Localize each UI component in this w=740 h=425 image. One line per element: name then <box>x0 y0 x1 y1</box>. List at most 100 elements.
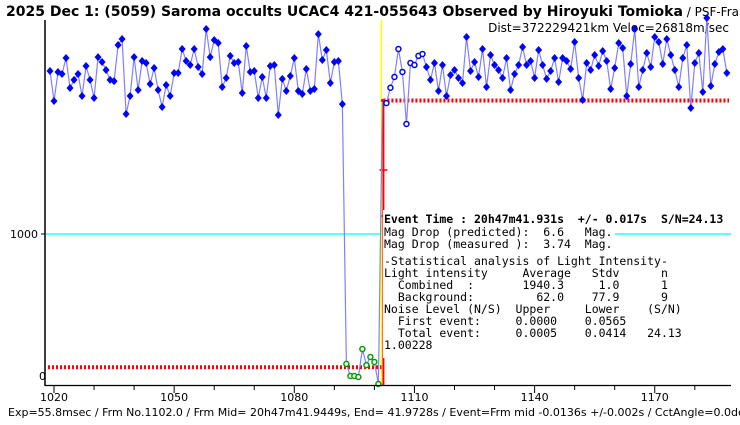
data-point <box>611 64 619 73</box>
data-point <box>451 65 459 74</box>
data-point <box>687 104 695 113</box>
data-point <box>719 44 727 53</box>
data-point <box>591 50 599 59</box>
data-point <box>434 87 442 96</box>
noise-first-event-row: First event: 0.0000 0.0565 <box>384 314 626 328</box>
data-point <box>74 69 82 78</box>
stats-heading: -Statistical analysis of Light Intensity… <box>384 254 668 268</box>
stats-background-row: Background: 62.0 77.9 9 <box>384 290 668 304</box>
data-point <box>459 79 467 88</box>
data-point <box>691 59 699 68</box>
data-point <box>463 33 471 42</box>
data-point <box>202 24 210 33</box>
data-point <box>455 73 463 82</box>
y-tick-label-0: 0 <box>39 370 46 383</box>
data-point <box>567 64 575 73</box>
data-point <box>254 93 262 102</box>
data-point <box>499 73 507 82</box>
data-point <box>98 58 106 67</box>
background-data-point <box>363 361 370 369</box>
data-point <box>615 39 623 48</box>
data-point <box>623 91 631 100</box>
data-point <box>631 24 639 33</box>
data-point <box>298 89 306 98</box>
event-data-point <box>380 99 384 103</box>
data-point <box>170 68 178 77</box>
data-point <box>679 54 687 63</box>
recovery-data-point <box>395 45 402 53</box>
data-point <box>186 61 194 70</box>
data-point <box>162 81 170 90</box>
data-point <box>286 71 294 80</box>
data-point <box>426 75 434 84</box>
data-point <box>58 69 66 78</box>
data-point <box>122 110 130 119</box>
data-point <box>479 44 487 53</box>
chart-title: 2025 Dec 1: (5059) Saroma occults UCAC4 … <box>6 4 740 20</box>
data-point <box>475 72 483 81</box>
data-point <box>587 65 595 74</box>
data-point <box>599 46 607 55</box>
title-method: / PSF-Frame Photometry / <box>683 5 740 19</box>
data-point <box>66 84 74 93</box>
noise-total-event-row: Total event: 0.0005 0.0414 24.13 <box>384 326 682 340</box>
data-point <box>555 78 563 87</box>
data-point <box>422 63 430 72</box>
x-tick-label: 1020 <box>40 391 68 404</box>
data-point <box>218 83 226 92</box>
data-point <box>635 83 643 92</box>
data-point <box>82 62 90 71</box>
recovery-data-point <box>387 84 394 91</box>
light-curve-line <box>49 17 728 385</box>
data-point <box>70 75 78 84</box>
recovery-data-point <box>391 73 398 81</box>
data-point <box>278 74 286 83</box>
data-point <box>326 79 334 88</box>
data-point <box>671 65 679 74</box>
data-point <box>543 74 551 83</box>
data-point <box>667 50 675 59</box>
data-point <box>527 57 535 66</box>
data-point <box>198 69 206 78</box>
data-point <box>178 44 186 53</box>
title-main: 2025 Dec 1: (5059) Saroma occults UCAC4 … <box>6 4 683 20</box>
stats-background <box>383 210 731 358</box>
data-point <box>250 66 258 75</box>
data-point <box>46 66 54 75</box>
data-point <box>491 61 499 70</box>
data-point <box>651 33 659 42</box>
data-point <box>174 68 182 77</box>
data-point <box>603 57 611 66</box>
data-point <box>150 64 158 73</box>
data-point <box>142 59 150 68</box>
data-point <box>86 75 94 84</box>
data-point <box>627 60 635 69</box>
noise-level-header: Noise Level (N/S) Upper Lower (S/N) <box>384 302 682 316</box>
data-point <box>695 48 703 57</box>
data-point <box>471 58 479 67</box>
data-point <box>595 62 603 71</box>
data-point <box>62 54 70 63</box>
data-point <box>334 57 342 66</box>
data-point <box>234 58 242 67</box>
data-point <box>314 30 322 39</box>
data-point <box>711 60 719 69</box>
stats-combined-row: Combined : 1940.3 1.0 1 <box>384 278 668 292</box>
data-point <box>90 93 98 102</box>
data-point <box>547 66 555 75</box>
data-point <box>118 35 126 44</box>
data-point <box>675 83 683 92</box>
x-tick-label: 1080 <box>280 391 308 404</box>
data-point <box>699 88 707 96</box>
data-series <box>46 14 731 388</box>
data-point <box>495 65 503 74</box>
data-point <box>222 73 230 82</box>
data-point <box>723 68 731 77</box>
data-point <box>310 85 318 94</box>
data-point <box>523 61 531 70</box>
data-point <box>483 83 491 92</box>
x-tick-label: 1110 <box>400 391 428 404</box>
data-point <box>130 53 138 62</box>
data-point <box>663 35 671 44</box>
data-point <box>535 45 543 54</box>
